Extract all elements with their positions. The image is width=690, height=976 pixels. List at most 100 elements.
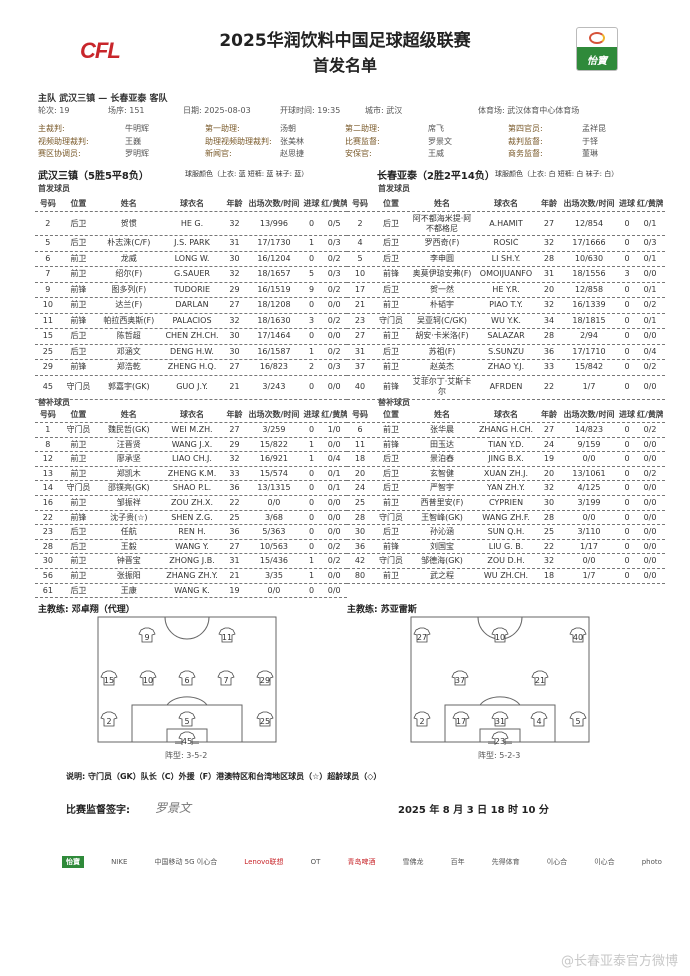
cell-apps: 出场次数/时间 [248, 199, 300, 209]
cell-number: 11 [354, 439, 366, 449]
table-row: 22 前锋 沈子贵(☆) SHEN Z.G. 25 3/68 0 0/0 [35, 511, 347, 526]
cell-position: 后卫 [70, 346, 87, 356]
cell-apps: 12/858 [574, 284, 604, 294]
cell-cards: 0/2 [327, 346, 341, 356]
cell-cards: 0/2 [327, 253, 341, 263]
cell-age: 32 [543, 238, 555, 248]
cell-age: 18 [543, 570, 555, 580]
cell-position: 守门员 [379, 556, 403, 566]
cell-number: 7 [45, 269, 51, 279]
cell-position: 守门员 [66, 382, 91, 392]
cell-cards: 0/0 [643, 331, 657, 341]
badge-text: 怡寶 [587, 56, 607, 67]
cell-goals: 0 [624, 527, 630, 537]
cell-goals: 3 [308, 315, 315, 325]
cell-name: 孙沁涵 [430, 527, 454, 537]
cell-position: 前卫 [70, 556, 87, 566]
player-shirt-icon [256, 711, 274, 727]
player-shirt-icon [530, 711, 548, 727]
cell-shirt-name: 球衣名 [180, 199, 204, 209]
cell-shirt-name: HE G. [180, 218, 204, 228]
cell-apps: 3/110 [577, 527, 601, 537]
cell-position: 前卫 [70, 253, 87, 263]
cell-age: 24 [543, 439, 555, 449]
sponsor-logo: 怡寶 [62, 856, 84, 868]
cell-position: 前卫 [383, 425, 399, 434]
player-number: 29 [260, 676, 270, 685]
player-shirt-icon [139, 670, 157, 686]
cell-cards: 红/黄牌 [637, 199, 663, 209]
cell-position: 后卫 [383, 483, 399, 493]
cell-number: 30 [354, 527, 366, 537]
official-role: 第二助理: [345, 124, 380, 133]
cell-goals: 0 [624, 512, 630, 522]
cell-goals: 0 [308, 512, 315, 522]
official-role: 安保官: [345, 149, 372, 158]
cell-number: 61 [42, 585, 53, 595]
cell-position: 守门员 [66, 483, 91, 493]
cell-name: 钟晋宝 [116, 556, 141, 566]
cell-age: 36 [229, 527, 240, 537]
cell-goals: 0 [624, 425, 630, 434]
cell-cards: 0/4 [327, 454, 341, 464]
cell-goals: 0 [308, 585, 315, 595]
cell-number: 14 [42, 483, 53, 493]
cell-cards: 1/0 [327, 425, 341, 434]
away-starters-label: 首发球员 [378, 184, 410, 193]
cell-number: 23 [42, 527, 53, 537]
cell-apps: 3/243 [262, 382, 286, 392]
penalty-arc [166, 696, 208, 706]
cell-age: 22 [543, 382, 555, 392]
cell-position: 前锋 [383, 382, 399, 392]
cell-age: 32 [543, 300, 555, 310]
player-shirt-icon [491, 627, 509, 643]
cell-age: 32 [543, 556, 555, 566]
csl-logo-icon [589, 32, 605, 44]
table-row: 37 前卫 赵英杰 ZHAO Y.J. 33 15/842 0 0/2 [347, 360, 665, 376]
cell-shirt-name: J.S. PARK [174, 238, 210, 248]
cell-number: 10 [354, 269, 366, 279]
cell-number: 号码 [39, 410, 56, 420]
table-header: 号码 位置 姓名 球衣名 年龄 出场次数/时间 进球 红/黄牌 [347, 197, 665, 212]
cell-number: 10 [42, 300, 53, 310]
cell-position: 后卫 [70, 585, 87, 595]
table-row: 8 前卫 汪晋贤 WANG J.X. 29 15/822 1 0/0 [35, 438, 347, 453]
official-name: 罗景文 [428, 137, 452, 146]
cell-apps: 0/0 [582, 454, 596, 464]
match-line: 主队 武汉三镇 — 长春亚泰 客队 [38, 94, 168, 104]
official-role: 赛区协调员: [38, 149, 81, 158]
cell-goals: 0 [624, 346, 630, 356]
cell-goals: 0 [308, 497, 315, 507]
cell-shirt-name: REN H. [178, 527, 206, 537]
table-row: 25 后卫 邓涵文 DENG H.W. 30 16/1587 1 0/2 [35, 345, 347, 360]
cell-apps: 3/199 [577, 497, 601, 507]
cell-apps: 3/35 [264, 570, 283, 580]
cell-position: 前卫 [383, 570, 399, 580]
player-number: 31 [495, 717, 505, 726]
cell-age: 31 [229, 556, 240, 566]
cell-age: 年龄 [541, 410, 557, 420]
cell-age: 27 [543, 425, 555, 434]
cell-shirt-name: GUO J.Y. [176, 382, 208, 392]
cell-number: 2 [45, 218, 51, 228]
cell-age: 34 [543, 315, 555, 325]
cell-apps: 出场次数/时间 [248, 410, 300, 420]
cell-age: 33 [229, 468, 240, 478]
cell-goals: 0 [308, 483, 315, 493]
home-formation: 阵型: 3-5-2 [165, 751, 208, 760]
cell-shirt-name: PIAO T.Y. [489, 300, 523, 310]
cell-name: 邓涵文 [116, 346, 141, 356]
player-shirt-icon [451, 670, 469, 686]
table-row: 28 守门员 王智峰(GK) WANG ZH.F. 28 0/0 0 0/0 [347, 511, 665, 526]
home-coach: 主教练: 邓卓翔（代理） [38, 605, 135, 615]
cell-age: 28 [543, 512, 555, 522]
cell-name: 图多列(F) [111, 284, 147, 294]
player-number: 4 [536, 717, 541, 726]
cell-apps: 10/630 [574, 253, 604, 263]
cell-age: 25 [543, 527, 555, 537]
cell-age: 27 [229, 362, 240, 372]
cell-position: 守门员 [379, 512, 403, 522]
cell-position: 前锋 [70, 362, 87, 372]
cell-cards: 0/0 [643, 556, 657, 566]
cell-cards: 0/1 [643, 315, 657, 325]
